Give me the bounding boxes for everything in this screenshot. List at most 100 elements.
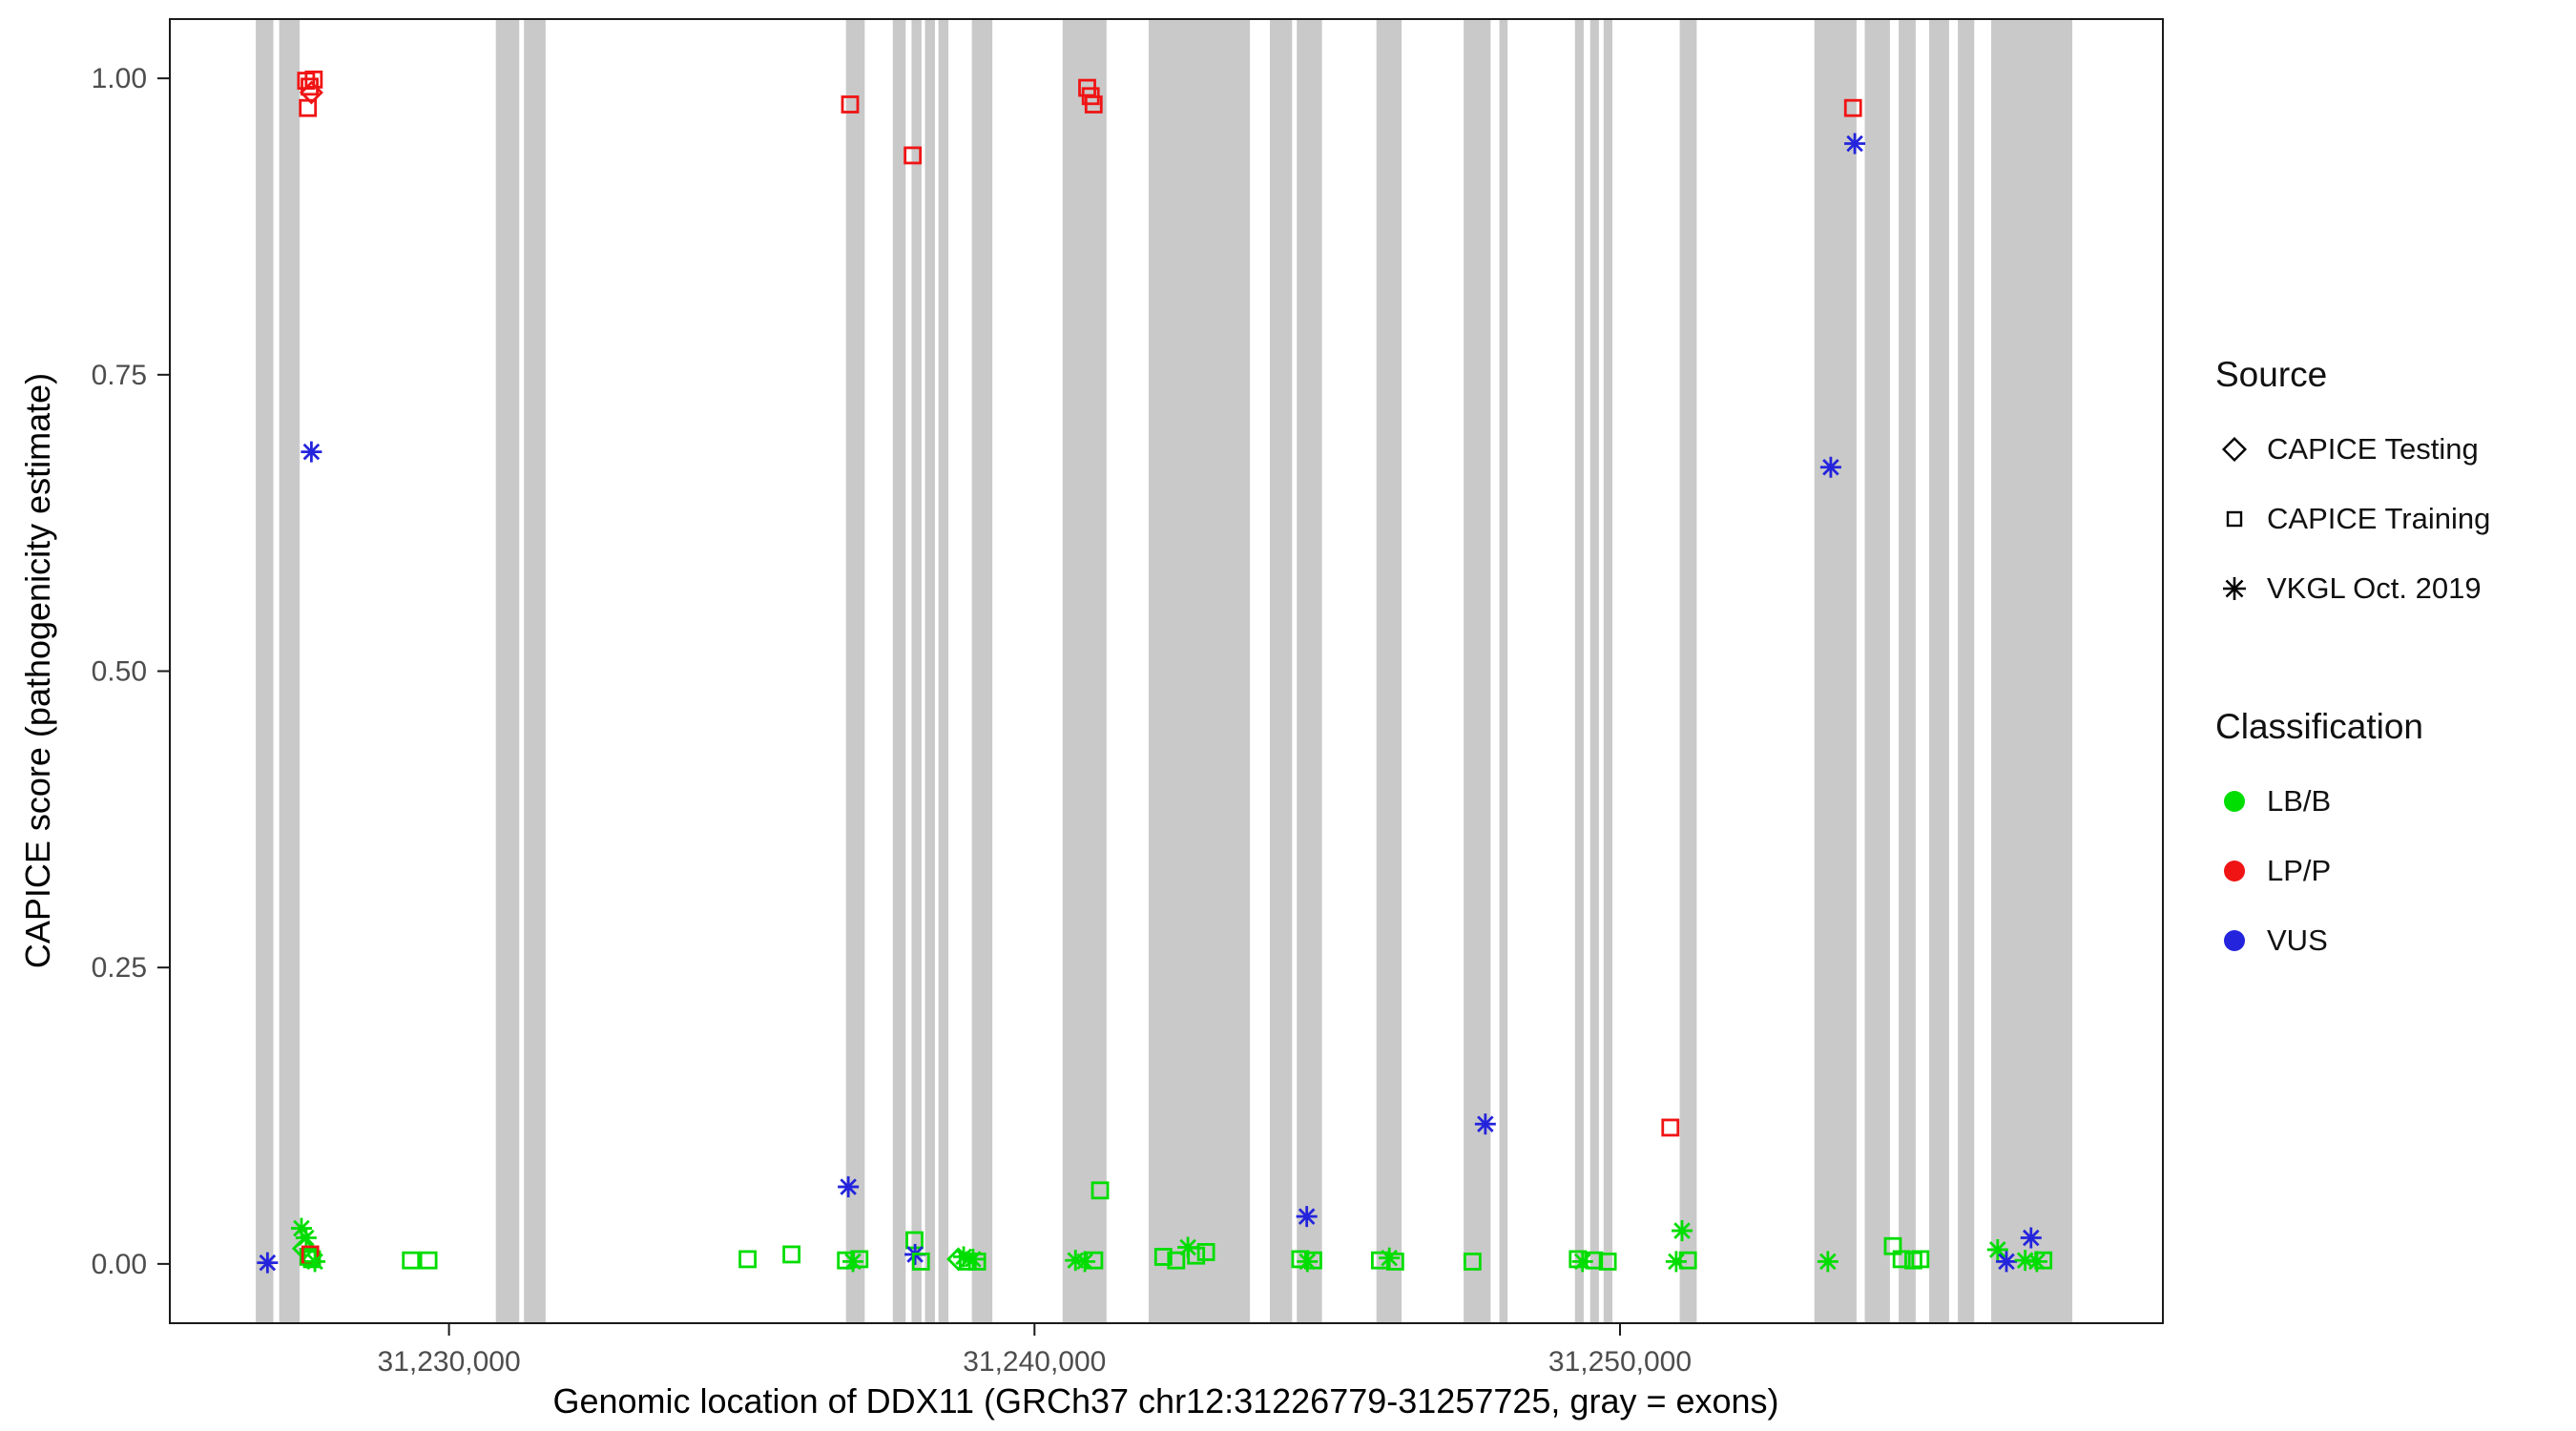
data-point [293,1219,310,1237]
exon-band [1270,19,1293,1323]
exon-band [1297,19,1322,1323]
legend-item-capice-testing: CAPICE Testing [2215,414,2568,484]
exon-band [892,19,906,1323]
exon-band [924,19,935,1323]
exon-band [279,19,301,1323]
legend-item-vkgl: VKGL Oct. 2019 [2215,553,2568,623]
x-axis-title: Genomic location of DDX11 (GRCh37 chr12:… [552,1381,1779,1421]
data-point [911,1252,930,1271]
exon-band [1148,19,1251,1323]
square-icon [2226,510,2243,527]
data-point [299,98,318,117]
exon-band [1958,19,1975,1323]
data-point [1153,1248,1173,1266]
exon-band [1464,19,1491,1323]
exon-band [1814,19,1857,1323]
data-point [1084,95,1103,114]
data-point [419,1251,438,1270]
exon-band [1376,19,1402,1323]
data-point [1661,1118,1680,1137]
data-point [302,1250,322,1269]
exon-band [1574,19,1584,1323]
data-point [302,443,321,461]
data-point [304,70,323,89]
exon-band [1929,19,1949,1323]
green-dot-icon [2224,790,2245,812]
data-point [2023,1229,2040,1247]
legend-item-label: LB/B [2267,783,2332,818]
data-point [1819,1253,1837,1271]
data-point [1843,98,1862,117]
data-point [1673,1222,1691,1239]
exon-band [1991,19,2073,1323]
exon-band [1589,19,1599,1323]
legend-item-label: LP/P [2267,853,2332,887]
legend-group-classification: Classification LB/B LP/P VUS [2215,707,2568,975]
data-point [782,1245,801,1264]
legend-item-lbb: LB/B [2215,766,2568,836]
y-tick-label: 0.50 [92,656,147,688]
exon-band [1062,19,1107,1323]
exon-band [938,19,949,1323]
exon-band [1864,19,1890,1323]
data-point [1085,1251,1104,1270]
y-tick-label: 1.00 [92,63,147,94]
data-point [1668,1253,1685,1271]
exon-band [524,19,546,1323]
legend: Source CAPICE Testing CAPICE Training [2215,355,2568,975]
data-point [850,1250,869,1269]
legend-item-label: VKGL Oct. 2019 [2267,570,2482,605]
legend-item-capice-training: CAPICE Training [2215,484,2568,553]
legend-group-source: Source CAPICE Testing CAPICE Training [2215,355,2568,623]
data-point [955,1248,972,1266]
exon-band [1603,19,1613,1323]
y-tick-label: 0.00 [92,1249,147,1280]
data-point [1091,1181,1110,1200]
data-point [1463,1252,1482,1271]
red-dot-icon [2224,860,2245,881]
x-tick-label: 31,250,000 [1548,1346,1692,1378]
data-point [1076,1253,1093,1271]
data-point [1385,1252,1404,1271]
data-point [306,1253,323,1271]
y-axis-title: CAPICE score (pathogenicity estimate) [18,372,57,969]
data-point [1298,1253,1317,1271]
data-point [1585,1251,1604,1270]
exon-band [495,19,520,1323]
data-point [259,1254,277,1272]
legend-item-vus: VUS [2215,905,2568,975]
data-point [738,1250,757,1269]
data-point [1892,1250,1911,1269]
exon-band [911,19,922,1323]
data-point [904,146,923,165]
data-point [2034,1251,2053,1270]
data-point [1822,458,1839,476]
asterisk-icon [2223,576,2246,600]
diamond-icon [2221,436,2248,462]
x-tick-label: 31,240,000 [963,1346,1106,1378]
x-tick-label: 31,230,000 [378,1346,521,1378]
data-point [1598,1252,1617,1271]
data-point [402,1251,421,1270]
data-point [1187,1246,1206,1265]
data-point [841,95,860,114]
legend-item-label: CAPICE Training [2267,501,2491,535]
data-point [967,1252,987,1271]
exon-band [845,19,865,1323]
data-point [1196,1243,1215,1261]
data-point [1298,1208,1316,1225]
data-point [1998,1253,2015,1271]
legend-classification-title: Classification [2215,707,2423,746]
data-point [1911,1250,1930,1269]
data-point [1846,135,1863,153]
data-point [840,1178,857,1195]
exon-band [971,19,993,1323]
legend-item-lpp: LP/P [2215,836,2568,905]
legend-source-title: Source [2215,355,2328,394]
legend-item-label: VUS [2267,923,2328,957]
blue-dot-icon [2224,929,2245,951]
data-point [1989,1241,2006,1258]
legend-item-label: CAPICE Testing [2267,431,2479,466]
